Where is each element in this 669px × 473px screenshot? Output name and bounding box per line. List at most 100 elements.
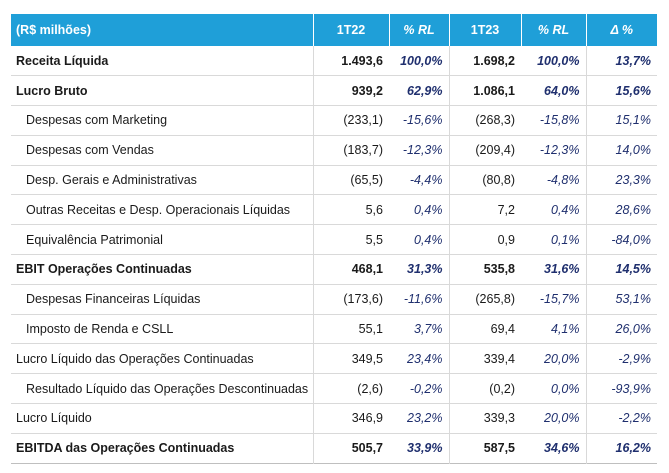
row-label: Despesas com Marketing	[26, 113, 168, 128]
row-label: Imposto de Renda e CSLL	[26, 322, 174, 337]
pct-rl-1t22: -15,6%	[402, 113, 443, 128]
pct-rl-1t22: 62,9%	[407, 83, 443, 98]
row-label: EBIT Operações Continuadas	[16, 262, 192, 277]
pct-rl-1t22: 0,4%	[414, 232, 443, 247]
pct-rl-1t23: 31,6%	[544, 262, 580, 277]
pct-rl-1t23: 0,0%	[551, 381, 580, 396]
value-1t23: 587,5	[448, 433, 521, 464]
value-1t22: (65,5)	[312, 165, 389, 195]
value-1t22: (173,6)	[312, 284, 389, 315]
delta-pct: 23,3%	[585, 165, 657, 195]
table-row: Despesas com Marketing (233,1) -15,6% (268,…	[11, 105, 657, 136]
delta-pct: -2,9%	[585, 343, 657, 374]
delta-pct: 16,2%	[585, 433, 657, 464]
row-label: Lucro Bruto	[16, 83, 88, 98]
pct-rl-1t23: 34,6%	[544, 441, 580, 456]
row-label: Desp. Gerais e Administrativas	[26, 173, 197, 188]
value-1t23: 7,2	[448, 194, 521, 225]
table-row: Despesas com Vendas (183,7) -12,3% (209,4) -…	[11, 135, 657, 166]
row-label: Lucro Líquido das Operações Continuadas	[16, 351, 254, 366]
pct-rl-1t23: 20,0%	[544, 351, 580, 366]
value-1t22: (2,6)	[312, 373, 389, 404]
value-1t23: 1.086,1	[448, 75, 521, 106]
pct-rl-1t22: 0,4%	[414, 202, 443, 217]
table-row: Lucro Líquido 346,9 23,2% 339,3 20,0% -2,2%	[11, 403, 657, 434]
value-1t23: 0,9	[448, 224, 521, 255]
row-label: Despesas com Vendas	[26, 143, 154, 158]
pct-rl-1t22: -11,6%	[403, 292, 443, 307]
pct-rl-1t23: 4,1%	[551, 322, 580, 337]
table-row: Despesas Financeiras Líquidas (173,6) -11,…	[11, 284, 657, 315]
row-label: Lucro Líquido	[16, 411, 92, 426]
value-1t23: (209,4)	[448, 135, 521, 166]
value-1t23: 1.698,2	[448, 46, 521, 76]
value-1t23: 339,4	[448, 343, 521, 374]
pct-rl-1t23: 100,0%	[537, 53, 580, 68]
pct-rl-1t23: 0,1%	[551, 232, 580, 247]
pct-rl-1t22: 23,4%	[407, 351, 443, 366]
value-1t22: 349,5	[312, 343, 389, 374]
table-row: Receita Líquida 1.493,6 100,0% 1.698,2 100,0…	[11, 46, 657, 76]
table-header-row: (R$ milhões) 1T22 % RL 1T23 % RL Δ %	[11, 14, 657, 46]
header-pct-rl-2: % RL	[521, 14, 587, 46]
header-period-1t23: 1T23	[449, 14, 522, 46]
row-label: Despesas Financeiras Líquidas	[26, 292, 201, 307]
table-row: Lucro Bruto 939,2 62,9% 1.086,1 64,0% 15,6%	[11, 75, 657, 106]
delta-pct: 26,0%	[585, 314, 657, 344]
value-1t23: (268,3)	[448, 105, 521, 136]
table-body: Receita Líquida 1.493,6 100,0% 1.698,2 100,0…	[11, 46, 657, 464]
delta-pct: 15,6%	[585, 75, 657, 106]
delta-pct: 13,7%	[585, 46, 657, 76]
value-1t23: 339,3	[448, 403, 521, 434]
row-label: Resultado Líquido das Operações Desconti…	[26, 381, 309, 396]
pct-rl-1t22: 100,0%	[400, 53, 443, 68]
delta-pct: 14,0%	[585, 135, 657, 166]
value-1t23: (80,8)	[448, 165, 521, 195]
pct-rl-1t23: 0,4%	[551, 202, 580, 217]
pct-rl-1t22: 23,2%	[407, 411, 443, 426]
table-row: Lucro Líquido das Operações Continuadas 3…	[11, 343, 657, 374]
table-row: EBIT Operações Continuadas 468,1 31,3% 535,…	[11, 254, 657, 285]
pct-rl-1t22: -0,2%	[409, 381, 443, 396]
table-row: Imposto de Renda e CSLL 55,1 3,7% 69,4 4,1% 2…	[11, 314, 657, 344]
header-delta-pct: Δ %	[610, 23, 634, 37]
value-1t23: (0,2)	[448, 373, 521, 404]
value-1t22: (183,7)	[312, 135, 389, 166]
income-statement-table: (R$ milhões) 1T22 % RL 1T23 % RL Δ % Rec…	[11, 14, 657, 464]
row-label: EBITDA das Operações Continuadas	[16, 441, 235, 456]
delta-pct: 53,1%	[585, 284, 657, 315]
value-1t22: 5,5	[312, 224, 389, 255]
value-1t23: (265,8)	[448, 284, 521, 315]
pct-rl-1t22: -12,3%	[402, 143, 443, 158]
value-1t22: 1.493,6	[312, 46, 389, 76]
table-row: Resultado Líquido das Operações Desconti…	[11, 373, 657, 404]
pct-rl-1t22: 3,7%	[414, 322, 443, 337]
header-pct-rl-1: % RL	[389, 14, 450, 46]
pct-rl-1t23: -4,8%	[546, 173, 580, 188]
value-1t22: 939,2	[312, 75, 389, 106]
value-1t22: 55,1	[312, 314, 389, 344]
pct-rl-1t23: -15,7%	[539, 292, 580, 307]
value-1t22: 5,6	[312, 194, 389, 225]
table-row: Equivalência Patrimonial 5,5 0,4% 0,9 0,1% -8…	[11, 224, 657, 255]
header-label: (R$ milhões)	[11, 14, 314, 46]
value-1t22: (233,1)	[312, 105, 389, 136]
delta-pct: -93,9%	[585, 373, 657, 404]
row-label: Equivalência Patrimonial	[26, 232, 163, 247]
value-1t22: 468,1	[312, 254, 389, 285]
pct-rl-1t23: 20,0%	[544, 411, 580, 426]
pct-rl-1t22: 33,9%	[407, 441, 443, 456]
pct-rl-1t23: -12,3%	[539, 143, 580, 158]
value-1t22: 505,7	[312, 433, 389, 464]
value-1t23: 535,8	[448, 254, 521, 285]
table-row: Desp. Gerais e Administrativas (65,5) -4,4…	[11, 165, 657, 195]
table-row: EBITDA das Operações Continuadas 505,7 33,…	[11, 433, 657, 464]
row-label: Outras Receitas e Desp. Operacionais Líq…	[26, 202, 291, 217]
delta-pct: 14,5%	[585, 254, 657, 285]
delta-pct: -84,0%	[585, 224, 657, 255]
pct-rl-1t22: -4,4%	[409, 173, 443, 188]
header-period-1t22: 1T22	[313, 14, 390, 46]
delta-pct: 15,1%	[585, 105, 657, 136]
pct-rl-1t22: 31,3%	[407, 262, 443, 277]
value-1t22: 346,9	[312, 403, 389, 434]
